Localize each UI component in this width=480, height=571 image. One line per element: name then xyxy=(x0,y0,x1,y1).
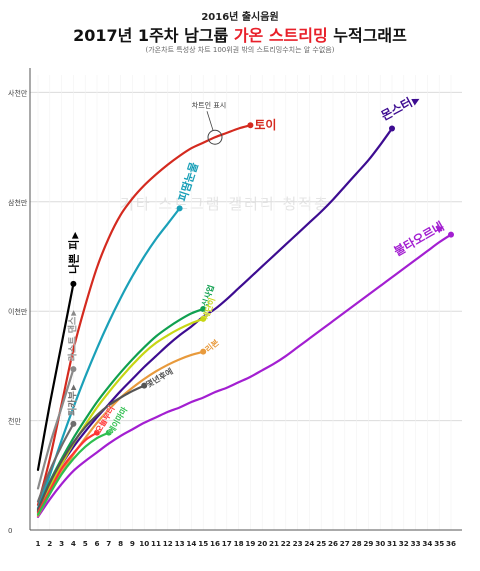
series-label-1: 토이 xyxy=(254,117,276,132)
series-line-5 xyxy=(36,368,75,490)
series-endpoint-2 xyxy=(176,205,183,212)
x-tick-label-23: 23 xyxy=(293,539,303,548)
x-tick-label-9: 9 xyxy=(130,539,135,548)
x-tick-label-5: 5 xyxy=(83,539,88,548)
x-tick-label-28: 28 xyxy=(352,539,362,548)
series-line-7 xyxy=(36,307,205,512)
series-label-0: 몬스터 xyxy=(378,94,414,123)
series-endpoint-10 xyxy=(141,382,148,389)
y-tick-label-4: 사천만 xyxy=(8,88,28,97)
series-endpoint-11 xyxy=(94,429,100,436)
title-highlight: 가온 스트리밍 xyxy=(233,26,328,45)
x-tick-label-26: 26 xyxy=(328,539,338,548)
x-tick-label-31: 31 xyxy=(387,539,397,548)
x-tick-label-4: 4 xyxy=(71,539,76,548)
series-arrow-4: ▶ xyxy=(70,232,80,239)
annotation-leader xyxy=(206,111,214,131)
x-tick-label-20: 20 xyxy=(257,539,267,548)
series-label-6: 피카부 xyxy=(66,391,78,416)
x-tick-label-12: 12 xyxy=(163,539,173,548)
x-tick-label-35: 35 xyxy=(434,539,444,548)
x-tick-label-7: 7 xyxy=(106,539,111,548)
series-arrow-6: ▶ xyxy=(68,384,77,390)
x-tick-labels: 1 2 3 4 5 6 7 8 9 10 11 12 13 14 15 16 17 18 19 20 21 22 23 24 2… xyxy=(35,539,456,548)
x-tick-label-24: 24 xyxy=(304,539,314,548)
pre-title: 2016년 출시음원 xyxy=(201,12,279,23)
series-endpoint-4 xyxy=(70,280,77,287)
chart-in-annotation: 차트인 표시 xyxy=(192,100,226,145)
series-endpoint-6 xyxy=(70,420,77,427)
series-line-10 xyxy=(36,384,146,511)
y-tick-label-1: 천만 xyxy=(8,417,21,426)
x-tick-label-14: 14 xyxy=(186,539,196,548)
y-tick-label-3: 삼천만 xyxy=(8,198,28,207)
y-tick-label-2: 이천만 xyxy=(8,307,28,316)
x-tick-label-13: 13 xyxy=(175,539,185,548)
x-tick-label-3: 3 xyxy=(59,539,64,548)
series-endpoint-0 xyxy=(389,125,395,132)
gridlines xyxy=(30,75,462,530)
series-line-12 xyxy=(36,431,110,516)
y-tick-labels: 0 천만 이천만 삼천만 사천만 xyxy=(8,88,28,535)
series-endpoint-12 xyxy=(105,429,112,436)
axes xyxy=(29,68,462,531)
x-tick-label-16: 16 xyxy=(210,539,220,548)
series-label-2: 피땀눈물 xyxy=(175,160,201,203)
x-tick-label-17: 17 xyxy=(222,539,232,548)
series-endpoint-9 xyxy=(200,348,207,355)
series-line-0 xyxy=(36,127,394,513)
series-line-8 xyxy=(36,317,205,515)
x-tick-label-6: 6 xyxy=(94,539,99,548)
x-tick-label-21: 21 xyxy=(269,539,279,548)
annotation-circle xyxy=(207,129,223,145)
x-tick-label-36: 36 xyxy=(446,539,456,548)
x-tick-label-15: 15 xyxy=(198,539,208,548)
x-tick-label-27: 27 xyxy=(340,539,350,548)
x-tick-label-2: 2 xyxy=(47,539,52,548)
series-endpoint-7 xyxy=(200,306,207,313)
series-endpoint-5 xyxy=(70,366,77,373)
x-tick-label-8: 8 xyxy=(118,539,123,548)
series-line-6 xyxy=(36,422,75,503)
series-line-2 xyxy=(36,207,181,510)
title-part1: 2017년 1주차 남그룹 xyxy=(73,26,234,45)
series-line-4 xyxy=(36,282,75,471)
x-tick-label-10: 10 xyxy=(139,539,149,548)
chart-note: (가온차트 특성상 차트 100위권 밖의 스트리밍수치는 알 수없음) xyxy=(145,46,335,54)
series-endpoint-3 xyxy=(448,231,454,238)
series-label-5: 라스트 댄스 xyxy=(66,316,78,361)
series-lines xyxy=(36,122,454,518)
series-line-1 xyxy=(36,124,252,506)
watermark: 기타 스트그램 갤러리 청적충 xyxy=(120,195,330,213)
series-line-3 xyxy=(36,233,453,518)
series-endpoint-1 xyxy=(247,122,254,129)
chart-title: 2017년 1주차 남그룹 가온 스트리밍 누적그래프 xyxy=(0,22,480,46)
series-endpoint-8 xyxy=(200,315,207,322)
y-tick-label-0: 0 xyxy=(8,527,12,535)
x-tick-label-11: 11 xyxy=(151,539,161,548)
x-tick-label-18: 18 xyxy=(234,539,244,548)
x-tick-label-1: 1 xyxy=(35,539,40,548)
x-tick-label-19: 19 xyxy=(245,539,255,548)
title-part2: 누적그래프 xyxy=(327,26,407,45)
series-label-4: 나쁜 피 xyxy=(66,240,80,274)
x-tick-label-34: 34 xyxy=(422,539,432,548)
x-tick-label-29: 29 xyxy=(363,539,373,548)
x-tick-label-25: 25 xyxy=(316,539,326,548)
x-tick-label-33: 33 xyxy=(411,539,421,548)
x-tick-label-32: 32 xyxy=(399,539,409,548)
series-arrow-5: ▶ xyxy=(68,310,77,316)
annotation-text: 차트인 표시 xyxy=(192,100,226,109)
x-tick-label-22: 22 xyxy=(281,539,291,548)
x-tick-label-30: 30 xyxy=(375,539,385,548)
series-line-11 xyxy=(36,431,99,514)
